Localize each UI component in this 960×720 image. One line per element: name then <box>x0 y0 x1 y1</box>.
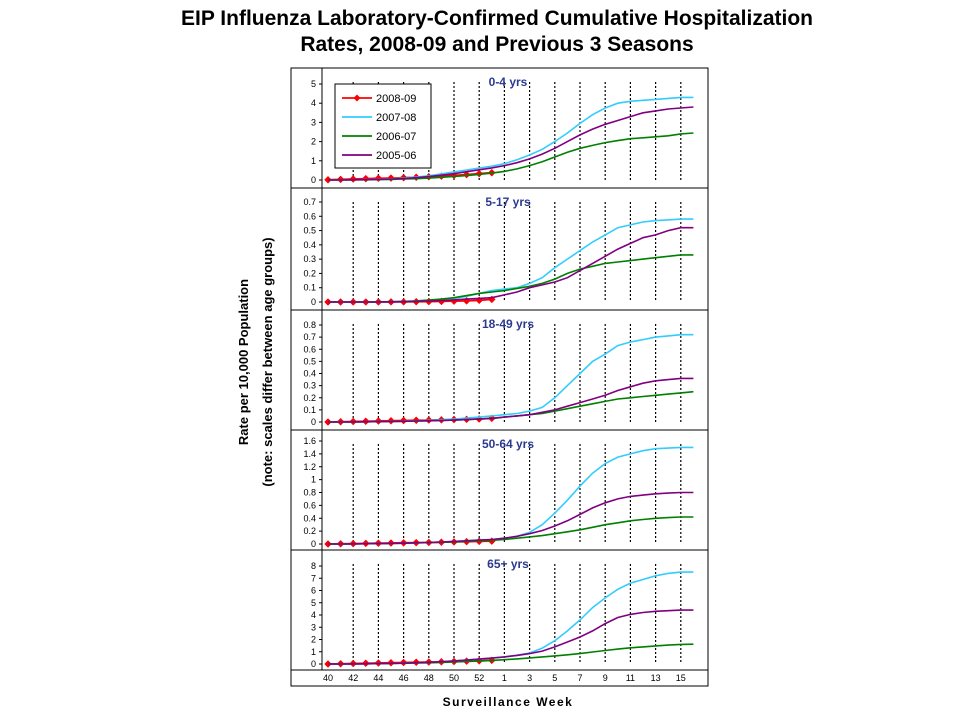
y-tick-label: 0.1 <box>303 283 316 293</box>
y-tick-label: 0.5 <box>303 226 316 236</box>
panel-3: 0 0.2 0.4 0.6 0.8 1 1.2 1.4 1.6 50-64 yrs <box>290 429 709 551</box>
y-tick-label: 4 <box>311 98 316 108</box>
chart-title: EIP Influenza Laboratory-Confirmed Cumul… <box>0 6 960 58</box>
y-tick-label: 0.2 <box>303 268 316 278</box>
y-tick-label: 2 <box>311 137 316 147</box>
x-tick-label: 46 <box>399 673 409 683</box>
y-tick-label: 7 <box>311 573 316 583</box>
x-tick-label: 7 <box>577 673 582 683</box>
x-tick-label: 52 <box>474 673 484 683</box>
y-tick-label: 1 <box>311 475 316 485</box>
y-tick-label: 0.1 <box>303 405 316 415</box>
y-tick-label: 0.3 <box>303 381 316 391</box>
legend-label-2005-06: 2005-06 <box>376 150 416 162</box>
x-tick-label: 48 <box>424 673 434 683</box>
x-tick-label: 9 <box>603 673 608 683</box>
series-line-2007-08 <box>328 333 694 423</box>
x-axis-frame <box>290 669 709 687</box>
y-tick-label: 1 <box>311 156 316 166</box>
y-tick-label: 0 <box>311 175 316 185</box>
y-tick-label: 1.2 <box>303 462 316 472</box>
y-tick-label: 0.4 <box>303 369 316 379</box>
series-line-2006-07 <box>328 643 694 665</box>
legend-label-2007-08: 2007-08 <box>376 112 416 124</box>
y-tick-label: 0 <box>311 539 316 549</box>
series-point-2008-09 <box>374 174 383 183</box>
x-tick-label: 40 <box>323 673 333 683</box>
y-tick-label: 0 <box>311 297 316 307</box>
y-tick-label: 0.8 <box>303 320 316 330</box>
y-tick-label: 8 <box>311 561 316 571</box>
y-tick-label: 5 <box>311 598 316 608</box>
x-tick-label: 42 <box>348 673 358 683</box>
panel-label: 0-4 yrs <box>489 75 528 89</box>
x-axis: 40 42 44 46 48 50 52 1 3 5 7 9 11 13 15 <box>290 669 709 687</box>
y-tick-label: 5 <box>311 79 316 89</box>
y-tick-label: 0.6 <box>303 344 316 354</box>
series-line-2006-07 <box>328 516 694 545</box>
y-tick-label: 0.7 <box>303 332 316 342</box>
y-tick-label: 0.5 <box>303 356 316 366</box>
y-tick-label: 6 <box>311 586 316 596</box>
series-line-2005-06 <box>328 491 694 545</box>
y-tick-label: 1 <box>311 647 316 657</box>
series-line-2006-07 <box>328 254 694 303</box>
y-tick-label: 1.4 <box>303 449 316 459</box>
panel-label: 5-17 yrs <box>485 195 531 209</box>
y-tick-label: 0 <box>311 417 316 427</box>
y-tick-label: 2 <box>311 635 316 645</box>
chart-title-line-2: Rates, 2008-09 and Previous 3 Seasons <box>300 33 694 56</box>
y-tick-label: 0 <box>311 659 316 669</box>
x-tick-label: 1 <box>502 673 507 683</box>
x-tick-label: 5 <box>552 673 557 683</box>
y-tick-label: 0.8 <box>303 488 316 498</box>
y-axis-label-line-1: Rate per 10,000 Population <box>236 279 251 445</box>
y-tick-label: 0.6 <box>303 500 316 510</box>
x-tick-label: 11 <box>626 673 635 683</box>
series-line-2007-08 <box>328 571 694 665</box>
series-point-2008-09 <box>361 174 370 183</box>
y-tick-label: 0.4 <box>303 240 316 250</box>
series-line-2005-06 <box>328 609 694 665</box>
y-tick-label: 1.6 <box>303 436 316 446</box>
legend-marker <box>353 94 361 102</box>
y-tick-label: 0.6 <box>303 211 316 221</box>
panel-label: 18-49 yrs <box>482 317 534 331</box>
y-tick-label: 0.4 <box>303 513 316 523</box>
x-axis-label: Surveillance Week <box>443 695 574 709</box>
series-line-2005-06 <box>328 226 694 303</box>
x-tick-label: 50 <box>449 673 459 683</box>
legend: 2008-09 2007-08 2006-07 2005-06 <box>334 83 432 169</box>
x-tick-label: 3 <box>527 673 532 683</box>
x-tick-label: 15 <box>676 673 686 683</box>
series-line-2005-06 <box>328 377 694 423</box>
panel-1: 0 0.1 0.2 0.3 0.4 0.5 0.6 0.7 5-17 yrs <box>290 187 709 311</box>
panel-label: 50-64 yrs <box>482 437 534 451</box>
chart-panels: 0 1 2 3 4 5 0-4 yrs 0 0.1 0.2 0.3 0.4 0.5 0.6 0.7 5-17 … <box>290 67 709 671</box>
panel-4: 0 1 2 3 4 5 6 7 8 65+ yrs <box>290 549 709 671</box>
y-tick-label: 3 <box>311 622 316 632</box>
y-axis-label-line-2: (note: scales differ between age groups) <box>260 237 275 486</box>
legend-label-2008-09: 2008-09 <box>376 93 416 105</box>
y-tick-label: 3 <box>311 117 316 127</box>
panel-label: 65+ yrs <box>487 557 529 571</box>
y-tick-label: 0.2 <box>303 393 316 403</box>
y-tick-label: 0.7 <box>303 197 316 207</box>
chart-title-line-1: EIP Influenza Laboratory-Confirmed Cumul… <box>180 7 814 30</box>
legend-label-2006-07: 2006-07 <box>376 131 416 143</box>
panel-2: 0 0.1 0.2 0.3 0.4 0.5 0.6 0.7 0.8 18-49 yrs <box>290 309 709 431</box>
x-tick-label: 44 <box>373 673 383 683</box>
series-line-2006-07 <box>328 390 694 423</box>
x-tick-label: 13 <box>651 673 661 683</box>
series-line-2005-06 <box>328 106 694 181</box>
y-tick-label: 0.2 <box>303 526 316 536</box>
y-tick-label: 0.3 <box>303 254 316 264</box>
y-tick-label: 4 <box>311 610 316 620</box>
